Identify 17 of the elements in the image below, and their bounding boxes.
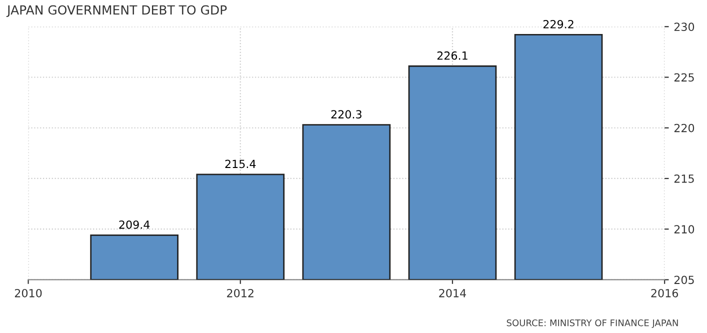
y-tick-label: 215 [674,174,694,183]
x-tick-label: 2016 [651,288,678,298]
data-label: 229.2 [543,20,574,28]
data-label: 226.1 [437,51,468,60]
y-tick-label: 230 [674,22,694,32]
data-label: 209.4 [119,220,150,229]
x-tick-label: 2012 [227,288,254,298]
source-note: SOURCE: MINISTRY OF FINANCE JAPAN [506,319,678,328]
y-tick-label: 220 [674,124,694,132]
x-tick-label: 2014 [439,288,466,298]
y-tick-label: 205 [674,276,694,284]
data-label: 215.4 [225,160,256,168]
x-tick-label: 2010 [14,288,42,298]
y-tick-label: 210 [674,225,694,234]
data-label: 220.3 [331,110,362,119]
y-tick-label: 225 [674,73,694,82]
chart-title: JAPAN GOVERNMENT DEBT TO GDP [6,5,227,17]
